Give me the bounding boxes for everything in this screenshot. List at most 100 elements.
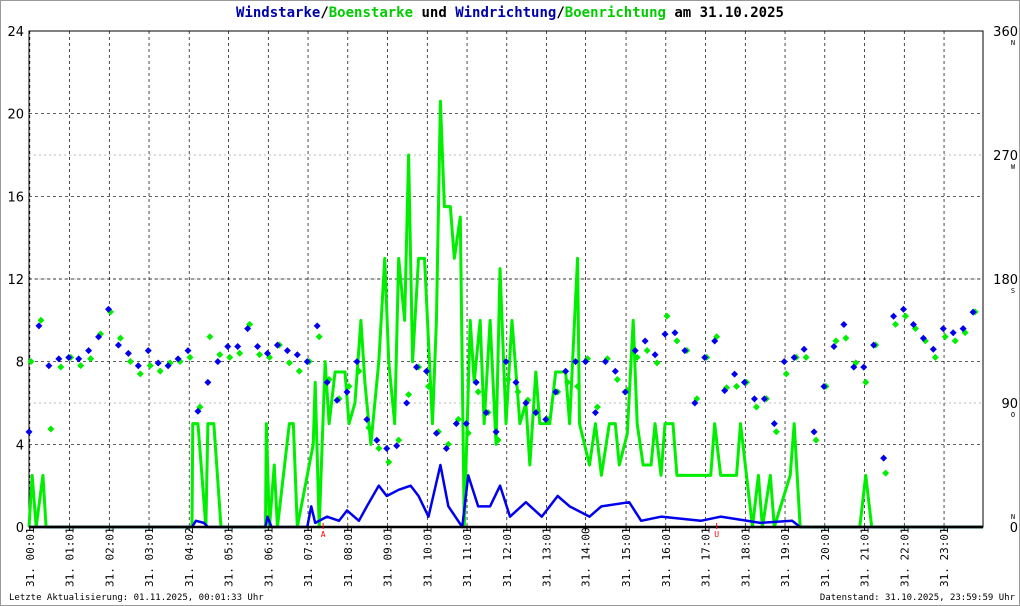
- direction-point-windrichtung: [273, 341, 281, 349]
- direction-point-windrichtung: [711, 337, 719, 345]
- direction-point-windrichtung: [393, 442, 401, 450]
- direction-point-windrichtung: [900, 305, 907, 313]
- x-tick-label: 31. 12:01: [501, 527, 514, 587]
- direction-point-windrichtung: [582, 358, 589, 366]
- direction-point-windrichtung: [760, 395, 768, 403]
- direction-point-windrichtung: [293, 351, 301, 359]
- direction-point-boenrichtung: [285, 359, 293, 367]
- sun-marker-label: U: [714, 530, 719, 539]
- direction-point-windrichtung: [591, 409, 599, 417]
- direction-point-boenrichtung: [504, 375, 512, 383]
- title-und: und: [413, 5, 456, 21]
- compass-label: W: [1011, 163, 1016, 171]
- direction-point-windrichtung: [105, 305, 112, 313]
- x-tick-label: 31. 18:01: [739, 527, 752, 587]
- direction-point-windrichtung: [880, 454, 888, 462]
- y-tick-label: 8: [16, 356, 24, 371]
- compass-label: O: [1011, 411, 1015, 419]
- direction-point-windrichtung: [601, 358, 609, 366]
- direction-point-windrichtung: [860, 363, 868, 371]
- direction-point-windrichtung: [959, 325, 967, 333]
- direction-point-boenrichtung: [136, 370, 144, 378]
- direction-point-windrichtung: [95, 333, 103, 341]
- direction-point-windrichtung: [750, 395, 758, 403]
- direction-point-windrichtung: [939, 325, 947, 333]
- direction-point-windrichtung: [641, 337, 649, 345]
- x-tick-label: 31. 17:01: [700, 527, 713, 587]
- x-tick-label: 31. 05:01: [223, 527, 236, 587]
- direction-point-boenrichtung: [812, 436, 820, 444]
- direction-point-windrichtung: [721, 387, 729, 395]
- direction-point-windrichtung: [542, 416, 550, 424]
- direction-point-windrichtung: [452, 420, 460, 428]
- direction-point-boenrichtung: [782, 370, 790, 378]
- direction-point-windrichtung: [532, 409, 540, 417]
- title-windrichtung: Windrichtung: [455, 5, 557, 21]
- direction-point-windrichtung: [929, 345, 937, 353]
- direction-point-windrichtung: [482, 409, 490, 417]
- direction-point-windrichtung: [194, 407, 202, 415]
- x-tick-label: 31. 02:01: [103, 527, 116, 587]
- direction-point-boenrichtung: [216, 351, 224, 359]
- direction-point-windrichtung: [691, 399, 699, 407]
- direction-point-windrichtung: [144, 347, 152, 355]
- direction-point-boenrichtung: [802, 353, 810, 361]
- direction-point-windrichtung: [343, 388, 351, 396]
- direction-point-boenrichtung: [882, 469, 890, 477]
- data-status-text: Datenstand: 31.10.2025, 23:59:59 Uhr: [819, 593, 1015, 603]
- y2-tick-label: 270: [993, 149, 1018, 164]
- title-date: am 31.10.2025: [665, 5, 784, 21]
- direction-point-windrichtung: [800, 345, 808, 353]
- x-tick-label: 31. 11:01: [461, 527, 474, 587]
- x-tick-label: 31. 21:01: [859, 527, 872, 587]
- title-boenstarke: Boenstarke: [328, 5, 414, 21]
- direction-point-windrichtung: [731, 370, 739, 378]
- x-tick-label: 31. 01:01: [64, 527, 77, 587]
- direction-point-windrichtung: [661, 330, 669, 338]
- y-tick-label: 0: [16, 521, 24, 536]
- title-sep: /: [320, 5, 329, 21]
- x-tick-label: 31. 23:01: [938, 527, 951, 587]
- direction-point-windrichtung: [671, 329, 679, 337]
- direction-point-boenrichtung: [256, 351, 264, 359]
- direction-point-windrichtung: [502, 358, 510, 366]
- y-tick-label: 20: [7, 108, 24, 123]
- direction-point-boenrichtung: [653, 359, 661, 367]
- direction-point-windrichtung: [55, 355, 63, 363]
- direction-point-boenrichtung: [842, 334, 850, 342]
- direction-point-boenrichtung: [37, 316, 45, 324]
- direction-point-windrichtung: [432, 429, 440, 437]
- direction-point-windrichtung: [681, 347, 689, 355]
- direction-point-windrichtung: [35, 322, 43, 330]
- direction-point-windrichtung: [840, 320, 848, 328]
- direction-point-boenrichtung: [772, 428, 780, 436]
- direction-point-windrichtung: [969, 308, 977, 316]
- direction-point-boenrichtung: [57, 363, 65, 371]
- x-tick-label: 31. 03:01: [143, 527, 156, 587]
- x-tick-label: 31. 20:01: [819, 527, 832, 587]
- direction-point-boenrichtung: [941, 333, 949, 341]
- direction-point-windrichtung: [114, 341, 122, 349]
- compass-label: N: [1011, 39, 1015, 47]
- direction-point-boenrichtung: [126, 358, 134, 366]
- direction-point-windrichtung: [333, 396, 341, 404]
- direction-point-boenrichtung: [673, 337, 681, 345]
- x-tick-label: 31. 04:02: [183, 527, 196, 587]
- y-tick-label: 12: [7, 273, 24, 288]
- direction-point-boenrichtung: [27, 358, 35, 366]
- direction-point-windrichtung: [890, 312, 898, 320]
- direction-point-boenrichtung: [663, 312, 671, 320]
- direction-point-boenrichtung: [464, 429, 472, 437]
- direction-point-windrichtung: [244, 325, 252, 333]
- y2-tick-label: 90: [1001, 397, 1018, 412]
- direction-point-windrichtung: [780, 358, 788, 366]
- direction-point-boenrichtung: [931, 353, 939, 361]
- direction-point-boenrichtung: [116, 334, 124, 342]
- series-line-boenstarke: [27, 99, 983, 529]
- direction-point-windrichtung: [214, 358, 222, 366]
- direction-point-boenrichtung: [87, 355, 95, 363]
- direction-point-windrichtung: [303, 358, 311, 366]
- direction-point-windrichtung: [373, 436, 381, 444]
- direction-point-boenrichtung: [613, 375, 621, 383]
